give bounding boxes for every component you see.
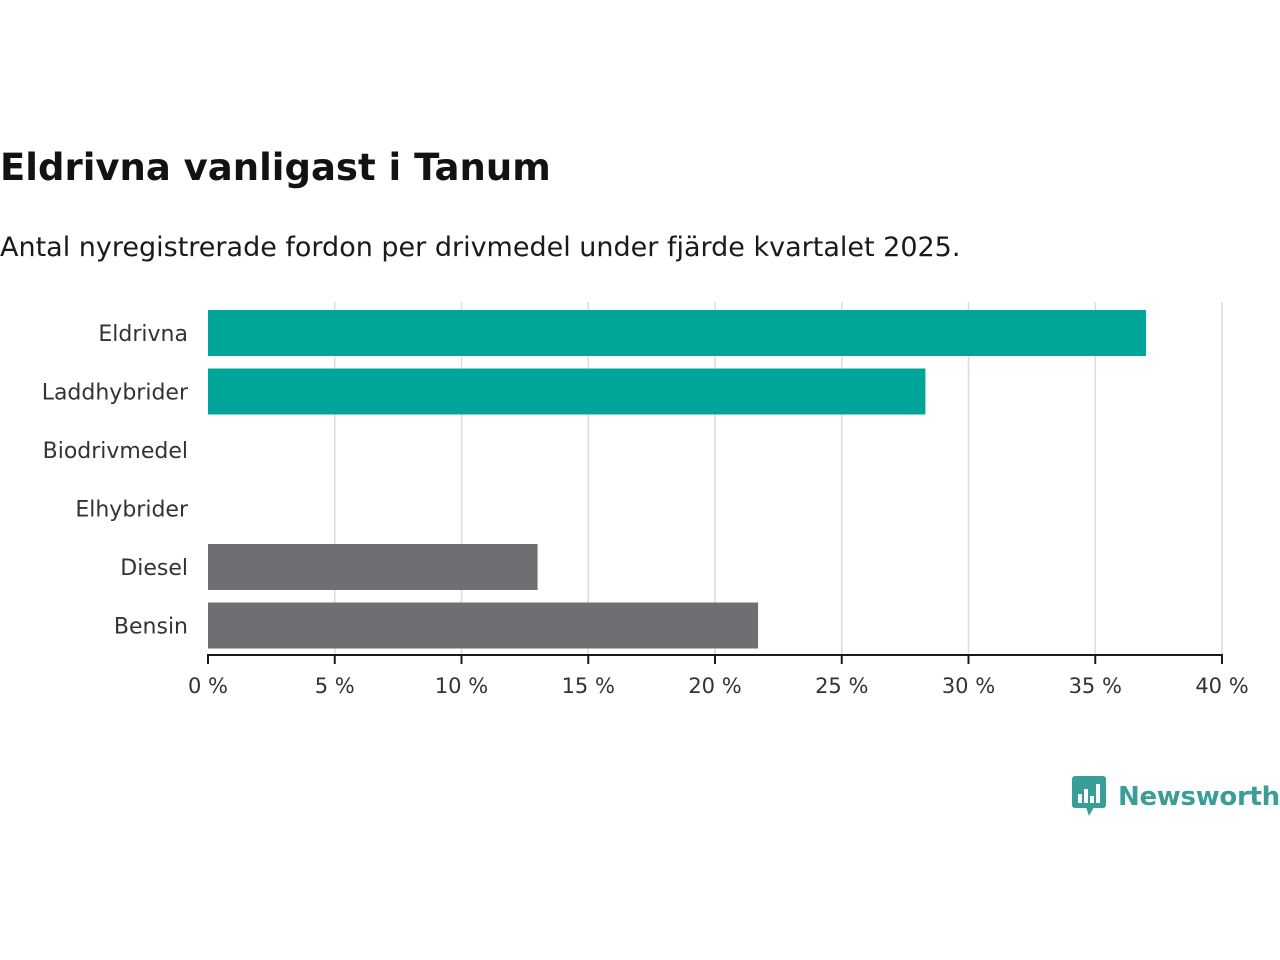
bar-laddhybrider bbox=[208, 368, 926, 415]
category-label: Bensin bbox=[114, 615, 188, 640]
category-label: Eldrivna bbox=[98, 322, 188, 347]
grid-lines bbox=[334, 302, 1223, 655]
category-label: Biodrivmedel bbox=[43, 439, 188, 464]
x-tick-label: 15 % bbox=[562, 674, 615, 698]
x-axis: 0 % 5 % 10 % 15 % 20 % 25 % 30 % 35 % 40 % bbox=[188, 654, 1249, 698]
newsworthy-logo-text: Newsworthy bbox=[1118, 782, 1280, 812]
x-tick-label: 40 % bbox=[1195, 674, 1248, 698]
x-tick-label: 25 % bbox=[815, 674, 868, 698]
category-label: Laddhybrider bbox=[42, 381, 189, 406]
bar-bensin bbox=[208, 602, 759, 649]
bar-eldrivna bbox=[208, 310, 1146, 356]
x-tick-label: 5 % bbox=[315, 674, 355, 698]
category-label: Elhybrider bbox=[75, 498, 189, 523]
x-tick-label: 35 % bbox=[1069, 674, 1122, 698]
x-tick-label: 0 % bbox=[188, 674, 228, 698]
chart-title: Eldrivna vanligast i Tanum bbox=[0, 146, 551, 189]
x-tick-label: 10 % bbox=[435, 674, 488, 698]
category-labels: Eldrivna Laddhybrider Biodrivmedel Elhybrid… bbox=[42, 322, 189, 640]
category-label: Diesel bbox=[120, 556, 188, 581]
x-tick-label: 20 % bbox=[688, 674, 741, 698]
newsworthy-logo: Newsworthy bbox=[1072, 776, 1280, 818]
bars bbox=[208, 310, 1146, 649]
newsworthy-logo-icon bbox=[1072, 776, 1106, 816]
x-tick-label: 30 % bbox=[942, 674, 995, 698]
chart-subtitle: Antal nyregistrerade fordon per drivmede… bbox=[0, 232, 961, 263]
bar-diesel bbox=[208, 544, 538, 590]
